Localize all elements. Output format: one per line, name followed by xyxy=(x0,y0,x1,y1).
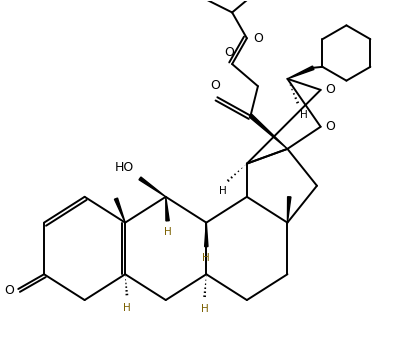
Text: H: H xyxy=(219,186,227,196)
Polygon shape xyxy=(287,197,291,223)
Text: O: O xyxy=(254,32,263,45)
Polygon shape xyxy=(166,197,169,221)
Text: H: H xyxy=(202,253,210,263)
Text: H: H xyxy=(201,304,208,315)
Text: HO: HO xyxy=(115,161,134,174)
Polygon shape xyxy=(249,114,287,149)
Text: O: O xyxy=(4,284,14,297)
Text: O: O xyxy=(210,79,220,92)
Text: O: O xyxy=(224,45,234,58)
Polygon shape xyxy=(205,223,208,247)
Text: O: O xyxy=(325,120,335,133)
Polygon shape xyxy=(139,177,166,197)
Text: H: H xyxy=(300,110,308,120)
Text: H: H xyxy=(164,227,171,237)
Polygon shape xyxy=(287,66,314,79)
Text: H: H xyxy=(123,303,131,313)
Polygon shape xyxy=(114,198,125,223)
Text: O: O xyxy=(325,83,335,96)
